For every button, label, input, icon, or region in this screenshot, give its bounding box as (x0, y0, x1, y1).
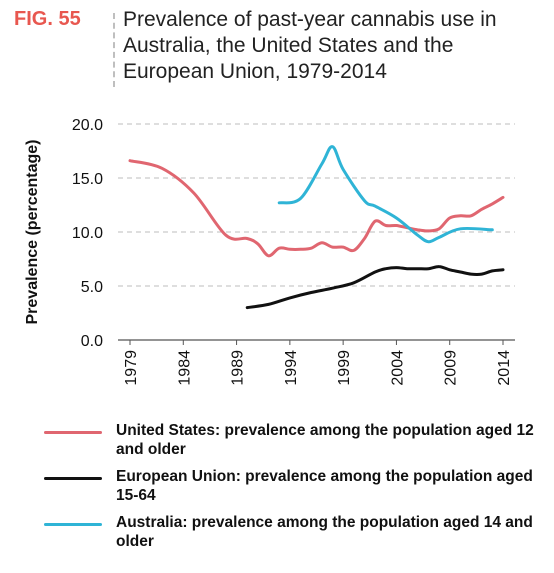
figure-title: Prevalence of past-year cannabis use in … (123, 8, 497, 83)
legend-item-australia: Australia: prevalence among the populati… (44, 513, 549, 551)
legend-label-united-states: United States: prevalence among the popu… (116, 422, 534, 458)
series-line-united-states (128, 159, 505, 258)
x-tick-label: 2014 (496, 350, 513, 386)
line-chart: 0.0 5.0 10.0 15.0 20.0 1979 1984 1989 1994 1999 2… (24, 117, 515, 386)
gridlines (118, 123, 515, 287)
x-tick-label: 2009 (443, 350, 460, 386)
title-divider (113, 13, 115, 87)
x-tick-label: 1999 (336, 350, 353, 386)
x-axis-ticks: 1979 1984 1989 1994 1999 2004 2009 2014 (123, 340, 513, 386)
y-tick-label: 15.0 (72, 171, 103, 188)
legend-item-european-union: European Union: prevalence among the pop… (44, 467, 549, 505)
legend-swatch-european-union (44, 477, 102, 480)
y-tick-label: 10.0 (72, 225, 103, 242)
y-tick-label: 20.0 (72, 117, 103, 134)
x-tick-label: 1984 (176, 350, 193, 386)
y-tick-label: 0.0 (81, 333, 103, 350)
y-tick-label: 5.0 (81, 279, 103, 296)
y-axis-label: Prevalence (percentage) (24, 140, 41, 325)
legend-item-united-states: United States: prevalence among the popu… (44, 421, 549, 459)
x-tick-label: 1979 (123, 350, 140, 386)
series-line-australia (277, 145, 494, 244)
legend-swatch-australia (44, 523, 102, 526)
series-line-european-union (245, 265, 505, 310)
legend-swatch-united-states (44, 431, 102, 434)
x-tick-label: 1989 (230, 350, 247, 386)
legend-label-australia: Australia: prevalence among the populati… (116, 514, 533, 550)
y-axis-ticks: 0.0 5.0 10.0 15.0 20.0 (72, 117, 103, 350)
figure-label: FIG. 55 (14, 8, 81, 30)
x-tick-label: 2004 (389, 350, 406, 386)
series-lines (128, 145, 505, 310)
x-tick-label: 1994 (283, 350, 300, 386)
legend-label-european-union: European Union: prevalence among the pop… (116, 468, 533, 504)
